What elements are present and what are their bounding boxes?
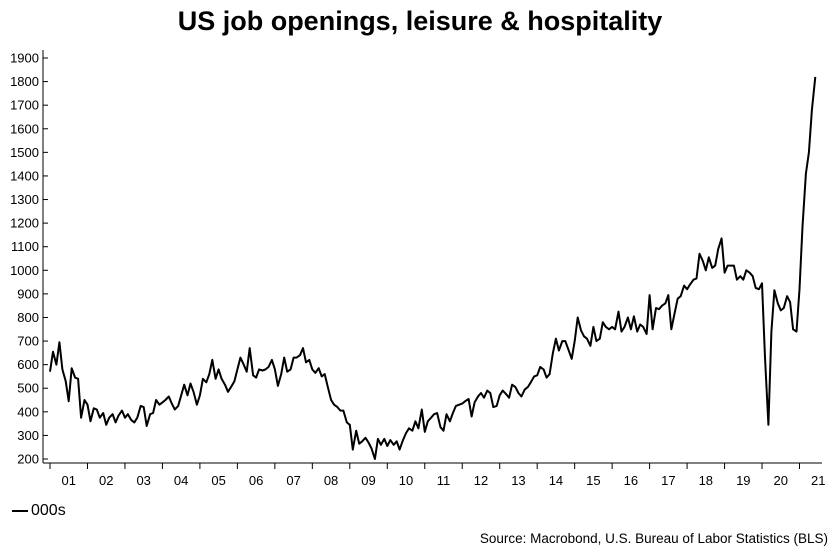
series-group [49, 76, 817, 460]
series-line [49, 76, 817, 460]
x-tick-label: 08 [324, 473, 338, 488]
y-tick-label: 400 [17, 404, 39, 419]
y-tick-label: 600 [17, 357, 39, 372]
y-tick-label: 1300 [10, 192, 39, 207]
legend-swatch [12, 510, 28, 512]
y-tick-label: 1900 [10, 51, 39, 66]
x-tick-label: 03 [136, 473, 150, 488]
y-tick-label: 1200 [10, 216, 39, 231]
x-tick-label: 09 [361, 473, 375, 488]
y-tick-label: 1100 [11, 239, 39, 254]
y-tick-label: 1600 [10, 121, 39, 136]
y-tick-label: 1700 [10, 98, 39, 113]
x-tick-label: 01 [62, 473, 76, 488]
x-tick-label: 19 [736, 473, 750, 488]
x-tick-label: 02 [99, 473, 113, 488]
y-tick-label: 700 [17, 334, 39, 349]
x-tick-label: 06 [249, 473, 263, 488]
x-tick-label: 18 [699, 473, 713, 488]
y-tick-label: 500 [17, 381, 39, 396]
x-tick-label: 20 [774, 473, 788, 488]
x-tick-label: 07 [286, 473, 300, 488]
legend-label: 000s [31, 502, 66, 519]
legend: 000s [12, 502, 66, 520]
chart-title: US job openings, leisure & hospitality [177, 6, 663, 36]
x-tick-label: 05 [211, 473, 225, 488]
y-tick-label: 1400 [10, 168, 39, 183]
y-tick-label: 900 [17, 286, 39, 301]
y-tick-label: 800 [17, 310, 39, 325]
chart-axes [42, 50, 822, 464]
x-tick-label: 16 [624, 473, 638, 488]
x-tick-label: 13 [511, 473, 525, 488]
x-tick-label: 21 [811, 473, 825, 488]
x-tick-label: 04 [174, 473, 188, 488]
source-note: Source: Macrobond, U.S. Bureau of Labor … [479, 531, 828, 546]
y-tick-label: 1500 [10, 145, 39, 160]
x-tick-label: 12 [474, 473, 488, 488]
y-axis-ticks: 200 300 400 500 600 700 800 900 1000 1100 1200 1300… [10, 51, 48, 467]
x-tick-label: 10 [399, 473, 413, 488]
x-tick-label: 15 [586, 473, 600, 488]
x-axis-ticks: 01 02 03 04 05 06 07 08 09 10 11 12 13 14 15 16 17 18 19 20… [49, 463, 825, 488]
y-tick-label: 1800 [10, 74, 39, 89]
x-tick-label: 14 [549, 473, 563, 488]
y-tick-label: 300 [17, 428, 39, 443]
y-tick-label: 1000 [10, 263, 39, 278]
y-tick-label: 200 [17, 452, 39, 467]
x-tick-label: 17 [661, 473, 675, 488]
x-tick-label: 11 [437, 473, 451, 488]
